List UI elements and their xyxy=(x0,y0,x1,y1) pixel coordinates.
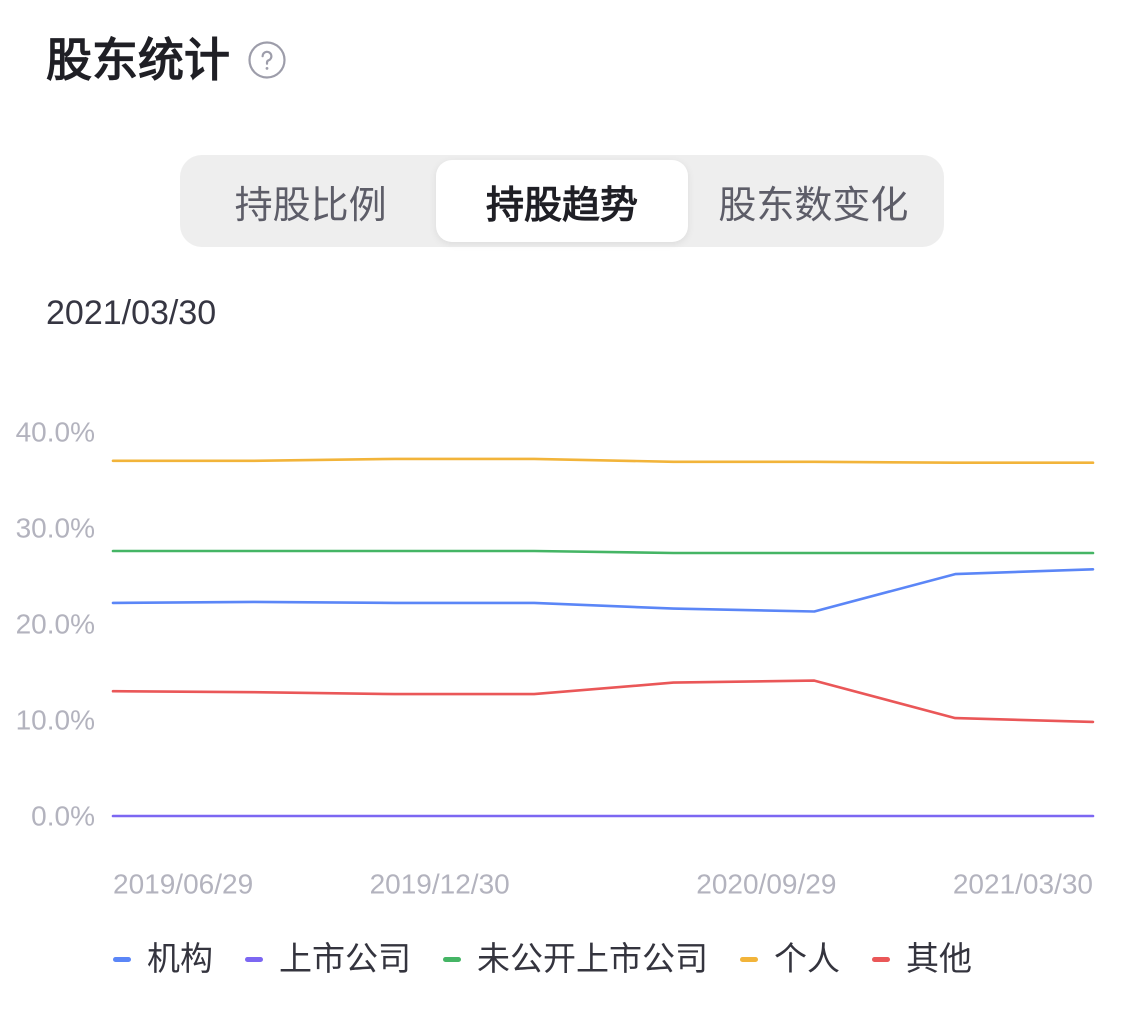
legend-label: 未公开上市公司 xyxy=(477,939,708,978)
series-line-1 xyxy=(111,568,1095,613)
tab-shareholder-count-change[interactable]: 股东数变化 xyxy=(718,182,909,227)
y-tick-label-5: 40.0% xyxy=(16,417,95,448)
legend-swatch xyxy=(113,956,131,962)
series-line-4 xyxy=(111,457,1095,465)
x-tick-label-3: 2020/09/29 xyxy=(696,869,836,900)
legend-item-4[interactable]: 个人 xyxy=(740,937,840,981)
page-title: 股东统计 xyxy=(46,33,230,87)
line-chart[interactable]: 0.0% 10.0% 20.0% 30.0% 40.0% 2019/06/29 2019/1… xyxy=(0,400,1125,910)
legend-swatch xyxy=(443,956,461,962)
y-tick-label-4: 30.0% xyxy=(16,513,95,544)
question-circle-icon xyxy=(248,41,286,79)
segmented-tab-bar: 持股比例 持股趋势 股东数变化 xyxy=(180,155,944,247)
legend-label: 上市公司 xyxy=(279,939,411,978)
y-axis: 0.0% 10.0% 20.0% 30.0% 40.0% xyxy=(16,417,95,832)
x-tick-label-4: 2021/03/30 xyxy=(953,869,1093,900)
chart-date-label: 2021/03/30 xyxy=(46,294,217,332)
legend-item-1[interactable]: 机构 xyxy=(113,937,213,981)
chart-legend: 机构 上市公司 未公开上市公司 个人 其他 xyxy=(113,937,972,981)
legend-item-3[interactable]: 未公开上市公司 xyxy=(443,937,708,981)
legend-label: 个人 xyxy=(774,939,840,978)
legend-swatch xyxy=(245,956,263,962)
tab-holding-ratio[interactable]: 持股比例 xyxy=(234,182,387,227)
tab-holding-trend[interactable]: 持股趋势 xyxy=(436,160,688,242)
legend-item-2[interactable]: 上市公司 xyxy=(245,937,411,981)
series-line-5 xyxy=(111,679,1095,724)
y-tick-label-2: 10.0% xyxy=(16,705,95,736)
legend-item-5[interactable]: 其他 xyxy=(872,937,972,981)
legend-label: 机构 xyxy=(147,939,213,978)
x-tick-label-2: 2019/12/30 xyxy=(370,869,510,900)
legend-swatch xyxy=(872,956,890,962)
header: 股东统计 xyxy=(46,30,287,90)
help-button[interactable] xyxy=(247,40,287,80)
legend-swatch xyxy=(740,956,758,962)
legend-label: 其他 xyxy=(906,939,972,978)
series-line-3 xyxy=(111,549,1095,555)
x-tick-label-1: 2019/06/29 xyxy=(113,869,253,900)
plot-series xyxy=(111,457,1095,818)
y-tick-label-3: 20.0% xyxy=(16,609,95,640)
x-axis: 2019/06/29 2019/12/30 2020/09/29 2021/03/30 xyxy=(113,869,1093,900)
y-tick-label-1: 0.0% xyxy=(31,801,95,832)
